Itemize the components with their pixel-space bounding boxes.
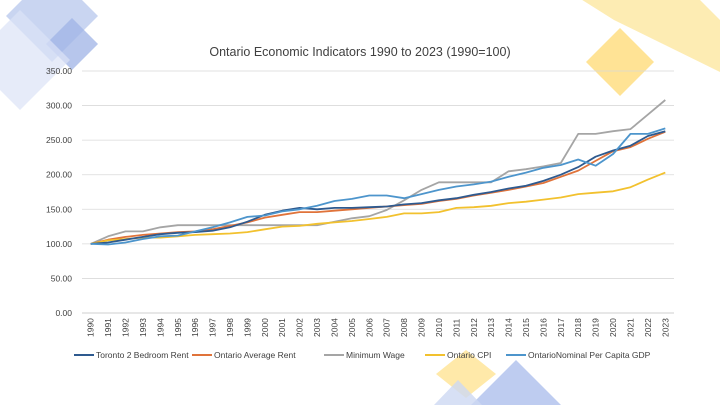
y-tick-label: 0.00 — [55, 308, 72, 318]
chart-title: Ontario Economic Indicators 1990 to 2023… — [209, 45, 510, 59]
legend-label: OntarioNominal Per Capita GDP — [528, 350, 651, 360]
series-lines — [90, 99, 666, 246]
decor-diamond-top-left-large — [6, 0, 98, 62]
decor-diamond-bottom-blue — [471, 360, 561, 405]
x-tick-label: 2008 — [399, 318, 409, 337]
y-tick-label: 200.00 — [46, 170, 72, 180]
x-tick-label: 2013 — [486, 318, 496, 337]
x-tick-label: 2023 — [660, 318, 670, 337]
x-tick-label: 2000 — [260, 318, 270, 337]
legend-label: Ontario Average Rent — [214, 350, 296, 360]
x-tick-label: 2009 — [417, 318, 427, 337]
grid — [82, 70, 674, 314]
series-line-1 — [90, 130, 666, 245]
x-tick-label: 2021 — [625, 318, 635, 337]
legend: Toronto 2 Bedroom Rent Ontario Average Re… — [74, 350, 651, 360]
x-tick-label: 2018 — [573, 318, 583, 337]
x-tick-label: 2004 — [329, 318, 339, 337]
x-tick-label: 2012 — [469, 318, 479, 337]
series-line-3 — [90, 171, 666, 245]
x-tick-label: 2019 — [591, 318, 601, 337]
y-tick-label: 350.00 — [46, 66, 72, 76]
decor-diamond-bottom-yellow — [436, 350, 496, 398]
x-tick-label: 1997 — [208, 318, 218, 337]
x-tick-label: 1990 — [86, 318, 96, 337]
x-tick-label: 1996 — [190, 318, 200, 337]
x-tick-label: 1992 — [121, 318, 131, 337]
series-line-2 — [90, 99, 666, 245]
decor-diamond-bottom-blue-2 — [434, 380, 482, 405]
y-tick-label: 100.00 — [46, 239, 72, 249]
legend-label: Ontario CPI — [447, 350, 491, 360]
x-tick-label: 2017 — [556, 318, 566, 337]
x-tick-label: 2014 — [504, 318, 514, 337]
x-tick-label: 1995 — [173, 318, 183, 337]
y-tick-label: 150.00 — [46, 204, 72, 214]
x-tick-label: 2005 — [347, 318, 357, 337]
x-tick-label: 1998 — [225, 318, 235, 337]
x-axis-ticks: 1990 1991 1992 1993 1994 1995 1996 1997 1998 1999… — [86, 318, 671, 337]
decor-diamond-top-right-small — [586, 28, 654, 96]
decor-diamond-top-right-large — [582, 0, 720, 72]
x-tick-label: 2010 — [434, 318, 444, 337]
x-tick-label: 2016 — [538, 318, 548, 337]
x-tick-label: 2015 — [521, 318, 531, 337]
x-tick-label: 2001 — [277, 318, 287, 337]
x-tick-label: 1994 — [155, 318, 165, 337]
x-tick-label: 2007 — [382, 318, 392, 337]
decor-diamond-top-left-bg — [0, 10, 70, 110]
y-tick-label: 250.00 — [46, 135, 72, 145]
x-tick-label: 1999 — [242, 318, 252, 337]
x-tick-label: 2011 — [451, 318, 461, 337]
x-tick-label: 2022 — [643, 318, 653, 337]
legend-label: Minimum Wage — [346, 350, 405, 360]
x-tick-label: 2020 — [608, 318, 618, 337]
series-line-4 — [90, 127, 666, 246]
x-tick-label: 1993 — [138, 318, 148, 337]
y-tick-label: 300.00 — [46, 101, 72, 111]
legend-label: Toronto 2 Bedroom Rent — [96, 350, 189, 360]
x-tick-label: 2002 — [295, 318, 305, 337]
x-tick-label: 1991 — [103, 318, 113, 337]
x-tick-label: 2003 — [312, 318, 322, 337]
x-tick-label: 2006 — [364, 318, 374, 337]
y-axis-ticks: 0.00 50.00 100.00 150.00 200.00 250.00 300.00 3… — [46, 66, 72, 318]
series-line-0 — [90, 130, 666, 245]
y-tick-label: 50.00 — [51, 273, 73, 283]
